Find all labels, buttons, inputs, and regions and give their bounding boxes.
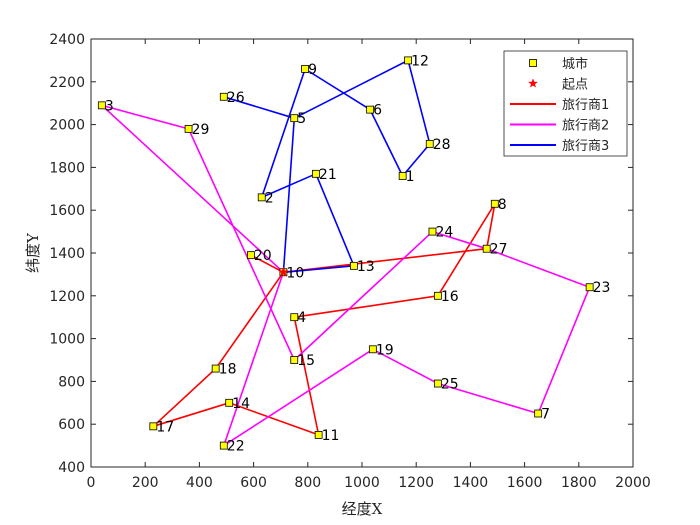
y-tick-label: 600 (58, 417, 85, 433)
city-marker (246, 251, 255, 260)
city-marker (219, 441, 228, 450)
city-labels: 1234567891011121314151617181920212223242… (105, 53, 611, 454)
city-marker (257, 193, 266, 202)
city-label: 1 (406, 169, 415, 185)
city-marker (398, 172, 407, 180)
city-label: 6 (373, 103, 382, 119)
city-marker (349, 261, 358, 270)
city-marker (428, 227, 437, 236)
city-marker (368, 345, 377, 354)
city-marker (534, 409, 543, 418)
city-label: 18 (219, 362, 237, 378)
city-marker (366, 105, 375, 114)
city-label: 16 (441, 289, 459, 305)
y-tick-label: 1400 (49, 246, 85, 262)
city-marker (404, 56, 412, 65)
city-label: 22 (227, 439, 245, 455)
city-marker (290, 114, 299, 123)
y-tick-label: 2000 (49, 118, 85, 134)
city-marker (433, 291, 442, 300)
city-label: 26 (227, 90, 245, 106)
city-markers (97, 56, 594, 450)
x-tick-label: 1200 (398, 475, 434, 491)
y-axis-label: 纬度Y (24, 232, 42, 273)
city-label: 20 (254, 248, 272, 264)
x-tick-label: 0 (87, 475, 96, 491)
city-marker (184, 124, 193, 133)
start-marker-group (278, 266, 289, 277)
city-marker (425, 139, 434, 148)
city-label: 7 (541, 407, 550, 423)
x-tick-label: 600 (240, 475, 267, 491)
city-label: 24 (435, 225, 453, 241)
city-marker (290, 356, 299, 364)
city-label: 14 (232, 396, 250, 412)
city-label: 25 (441, 377, 459, 393)
axis-ticks: 0 200 400 600 800 1000 1200 1400 1600 1800 2000400… (49, 32, 650, 491)
city-label: 10 (286, 265, 304, 281)
route-line-旅行商2 (101, 104, 591, 447)
x-tick-label: 200 (132, 475, 159, 491)
legend-label: 旅行商1 (562, 98, 609, 113)
city-marker (482, 244, 491, 253)
city-label: 9 (308, 62, 317, 78)
city-marker (97, 101, 106, 110)
city-label: 4 (297, 310, 306, 326)
city-label: 28 (433, 137, 451, 153)
start-marker (278, 266, 289, 277)
legend-marker-city (529, 59, 537, 67)
y-tick-label: 1600 (49, 203, 85, 219)
city-label: 3 (105, 98, 114, 114)
route-line-旅行商1 (152, 203, 496, 436)
x-tick-label: 2000 (615, 475, 651, 491)
city-marker (211, 364, 220, 373)
legend-label: 起点 (562, 78, 588, 93)
x-tick-label: 400 (186, 475, 213, 491)
city-label: 29 (192, 122, 210, 138)
city-label: 27 (490, 242, 508, 258)
y-tick-label: 2400 (49, 32, 85, 48)
city-label: 13 (357, 259, 375, 275)
city-label: 11 (322, 428, 340, 444)
city-label: 2 (265, 190, 274, 206)
city-marker (149, 422, 158, 431)
city-label: 19 (376, 342, 394, 358)
legend-label: 旅行商3 (562, 139, 609, 154)
y-tick-label: 400 (58, 460, 85, 476)
legend-label: 旅行商2 (562, 119, 609, 134)
city-label: 21 (319, 167, 337, 183)
city-label: 5 (297, 111, 306, 127)
city-marker (301, 65, 309, 73)
x-axis-label: 经度X (342, 500, 383, 518)
city-label: 8 (498, 197, 507, 213)
y-tick-label: 800 (58, 374, 85, 390)
city-marker (433, 379, 442, 388)
y-tick-label: 1200 (49, 289, 85, 305)
legend-marker-start (527, 78, 539, 88)
city-marker (314, 430, 323, 439)
city-marker (219, 92, 228, 101)
x-tick-label: 1400 (453, 475, 489, 491)
y-tick-label: 1000 (49, 332, 85, 348)
y-tick-label: 1800 (49, 160, 85, 176)
legend-label: 城市 (562, 56, 588, 72)
city-marker (225, 398, 234, 407)
city-marker (312, 169, 320, 178)
x-tick-label: 1800 (561, 475, 597, 491)
city-label: 15 (297, 353, 315, 369)
city-marker (585, 283, 594, 292)
x-tick-label: 1600 (507, 475, 543, 491)
x-tick-label: 800 (294, 475, 321, 491)
city-label: 17 (156, 419, 174, 435)
x-tick-label: 1000 (344, 475, 380, 491)
city-label: 23 (593, 280, 611, 296)
city-label: 12 (411, 53, 429, 69)
city-marker (490, 199, 499, 208)
city-marker (290, 313, 299, 322)
y-tick-label: 2200 (49, 75, 85, 91)
